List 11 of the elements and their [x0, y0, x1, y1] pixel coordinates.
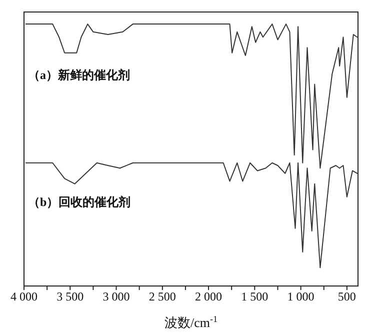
x-axis-title: 波数/cm$^{-1}$ — [164, 314, 218, 330]
x-tick-label: 1 000 — [287, 290, 314, 304]
annotation: （b）回收的催化剂 — [28, 194, 131, 209]
x-tick-label: 3 500 — [56, 290, 84, 304]
x-tick-label: 1 500 — [241, 290, 268, 304]
x-tick-label: 2 000 — [195, 290, 222, 304]
x-tick-label: 2 500 — [148, 290, 176, 304]
x-tick-label: 3 000 — [102, 290, 130, 304]
annotation: （a）新鲜的催化剂 — [28, 68, 130, 82]
x-tick-label: 500 — [338, 290, 356, 304]
x-tick-label: 4 000 — [10, 290, 38, 304]
